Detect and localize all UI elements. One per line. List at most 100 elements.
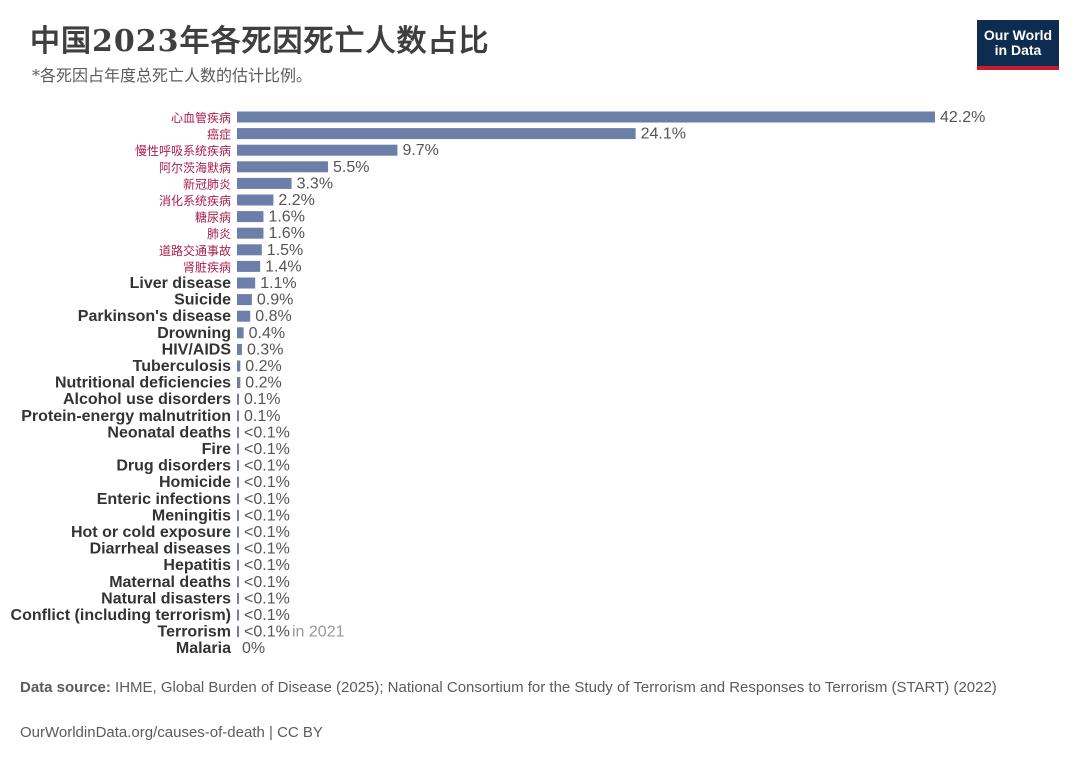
bar[interactable] (237, 128, 636, 140)
value-label: <0.1% (244, 607, 290, 624)
bar[interactable] (237, 609, 239, 621)
value-label: 0.3% (247, 341, 283, 358)
category-label: Drowning (157, 325, 231, 342)
bar[interactable] (237, 377, 241, 389)
value-label: <0.1% (244, 541, 290, 558)
category-label: Fire (202, 441, 231, 458)
category-label: Nutritional deficiencies (55, 375, 231, 392)
bar[interactable] (237, 443, 239, 455)
bar[interactable] (237, 211, 264, 223)
data-source: Data source: IHME, Global Burden of Dise… (20, 678, 1060, 698)
bar[interactable] (237, 177, 292, 189)
value-label: 24.1% (641, 126, 686, 143)
value-label: <0.1% (244, 557, 290, 574)
category-label: Natural disasters (101, 590, 231, 607)
category-label: Drug disorders (116, 458, 231, 475)
value-label: 5.5% (333, 159, 369, 176)
value-label: 1.6% (268, 225, 304, 242)
bar[interactable] (237, 626, 239, 638)
category-label: 心血管疾病 (171, 110, 231, 125)
bar[interactable] (237, 393, 239, 405)
bar[interactable] (237, 526, 239, 538)
logo-line-2: in Data (994, 42, 1042, 58)
category-label: Tuberculosis (133, 358, 231, 375)
category-label: 新冠肺炎 (183, 176, 231, 191)
category-label: Meningitis (152, 507, 231, 524)
value-label: <0.1% (244, 507, 290, 524)
value-note: in 2021 (292, 624, 345, 641)
chart-title: 中国2023年各死因死亡人数占比 (30, 24, 490, 59)
value-label: 0.8% (255, 308, 291, 325)
bar[interactable] (237, 227, 264, 239)
value-label: 0% (242, 640, 265, 657)
category-label: Conflict (including terrorism) (11, 607, 231, 624)
bar[interactable] (237, 576, 239, 588)
owid-logo[interactable]: Our World in Data (977, 20, 1059, 70)
value-label: <0.1% (244, 574, 290, 591)
value-label: 0.1% (244, 408, 280, 425)
category-label: 肺炎 (207, 227, 231, 241)
bar[interactable] (237, 194, 274, 206)
category-label: Suicide (174, 292, 231, 309)
value-label: 1.5% (267, 242, 303, 259)
bar[interactable] (237, 592, 239, 604)
bar[interactable] (237, 559, 239, 571)
bar[interactable] (237, 410, 239, 422)
value-label: <0.1% (244, 458, 290, 475)
chart-subtitle: *各死因占年度总死亡人数的估计比例。 (32, 66, 313, 85)
bar[interactable] (237, 360, 241, 372)
bar-chart: 心血管疾病 42.2% 癌症 24.1% 慢性呼吸系统疾病 9.7% 阿尔茨海默病 5.5% 新… (11, 109, 986, 657)
category-label: 消化系统疾病 (159, 193, 231, 208)
value-label: 1.1% (260, 275, 296, 292)
bar[interactable] (237, 260, 261, 272)
bar[interactable] (237, 161, 328, 173)
value-label: 3.3% (297, 175, 333, 192)
bar[interactable] (237, 426, 239, 438)
category-label: Maternal deaths (109, 574, 231, 591)
category-label: Protein-energy malnutrition (21, 408, 231, 425)
value-label: 0.4% (249, 325, 285, 342)
bar[interactable] (237, 493, 239, 505)
logo-line-1: Our World (983, 27, 1053, 43)
bar[interactable] (237, 294, 252, 306)
value-label: 9.7% (402, 142, 438, 159)
category-label: Liver disease (130, 275, 232, 292)
value-label: 42.2% (940, 109, 985, 126)
category-label: Hepatitis (163, 557, 231, 574)
value-label: 0.2% (245, 358, 281, 375)
bar[interactable] (237, 327, 244, 339)
bar[interactable] (237, 476, 239, 488)
category-label: Neonatal deaths (107, 424, 231, 441)
value-label: 1.4% (265, 258, 301, 275)
data-source-text: IHME, Global Burden of Disease (2025); N… (115, 679, 997, 696)
bar[interactable] (237, 144, 398, 156)
bar[interactable] (237, 543, 239, 555)
value-label: 0.9% (257, 292, 293, 309)
category-label: Malaria (176, 640, 231, 657)
value-label: <0.1% (244, 624, 290, 641)
category-label: Diarrheal diseases (90, 541, 232, 558)
category-label: 阿尔茨海默病 (159, 160, 231, 175)
bar[interactable] (237, 343, 242, 355)
category-label: Terrorism (157, 624, 231, 641)
data-source-prefix: Data source: (20, 679, 111, 696)
bar[interactable] (237, 460, 239, 472)
value-label: 0.1% (244, 391, 280, 408)
footer-url[interactable]: OurWorldinData.org/causes-of-death | CC … (20, 724, 323, 741)
category-label: 糖尿病 (195, 210, 231, 225)
category-label: Enteric infections (97, 491, 231, 508)
category-label: Hot or cold exposure (71, 524, 231, 541)
category-label: 慢性呼吸系统疾病 (135, 143, 231, 158)
category-label: 肾脏疾病 (183, 259, 231, 274)
value-label: 0.2% (245, 375, 281, 392)
bar[interactable] (237, 277, 256, 289)
value-label: <0.1% (244, 474, 290, 491)
value-label: 2.2% (278, 192, 314, 209)
bar[interactable] (237, 310, 251, 322)
bar[interactable] (237, 111, 935, 123)
value-label: <0.1% (244, 441, 290, 458)
bar[interactable] (237, 509, 239, 521)
value-label: <0.1% (244, 424, 290, 441)
bar[interactable] (237, 244, 262, 256)
category-label: Parkinson's disease (78, 308, 231, 325)
